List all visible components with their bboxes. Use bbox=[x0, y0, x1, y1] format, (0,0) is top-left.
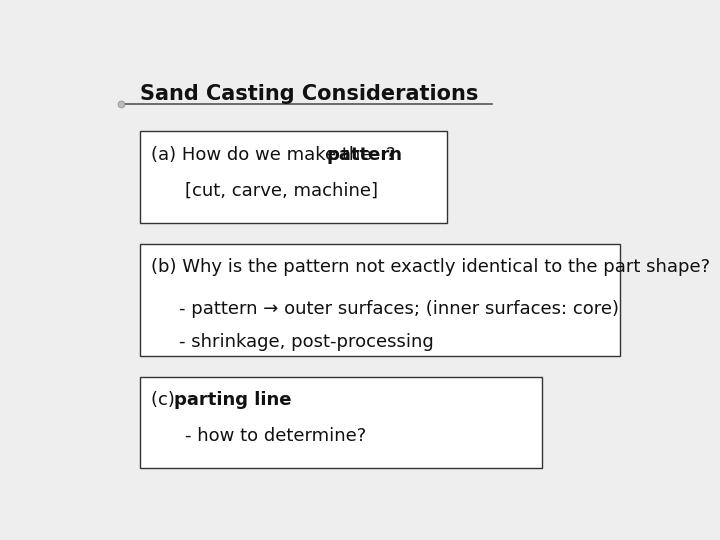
FancyBboxPatch shape bbox=[140, 377, 542, 468]
Text: parting line: parting line bbox=[174, 391, 292, 409]
Text: - pattern → outer surfaces; (inner surfaces: core): - pattern → outer surfaces; (inner surfa… bbox=[179, 300, 619, 318]
Text: Sand Casting Considerations: Sand Casting Considerations bbox=[140, 84, 479, 104]
FancyBboxPatch shape bbox=[140, 244, 620, 356]
Text: [cut, carve, machine]: [cut, carve, machine] bbox=[185, 182, 378, 200]
Text: (b) Why is the pattern not exactly identical to the part shape?: (b) Why is the pattern not exactly ident… bbox=[151, 258, 711, 276]
FancyBboxPatch shape bbox=[140, 131, 447, 223]
Text: - shrinkage, post-processing: - shrinkage, post-processing bbox=[179, 333, 434, 351]
Text: (a) How do we make the: (a) How do we make the bbox=[151, 146, 377, 164]
Text: ?: ? bbox=[385, 146, 395, 164]
Text: pattern: pattern bbox=[327, 146, 402, 164]
Text: - how to determine?: - how to determine? bbox=[185, 427, 366, 446]
Text: (c): (c) bbox=[151, 391, 181, 409]
